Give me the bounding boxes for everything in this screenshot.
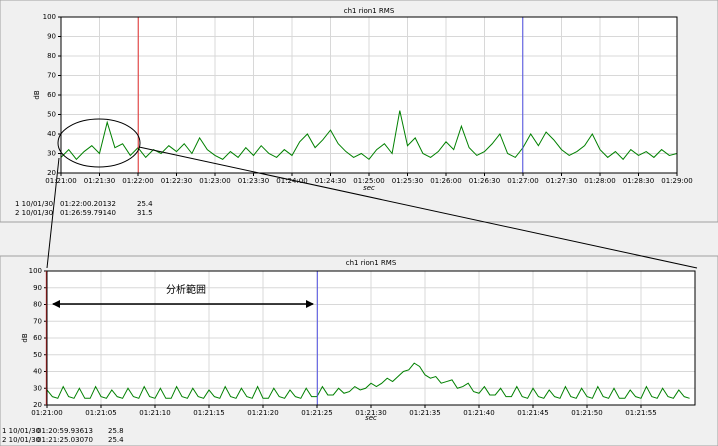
x-tick-label: 01:26:00 — [430, 177, 461, 185]
x-tick-label: 01:25:00 — [353, 177, 384, 185]
x-tick-label: 01:21:45 — [517, 409, 548, 417]
y-tick-label: 20 — [47, 169, 56, 177]
cursor-time: 01:22:00.20132 — [60, 200, 116, 208]
x-tick-label: 01:28:30 — [623, 177, 654, 185]
y-tick-label: 50 — [33, 351, 42, 359]
y-tick-label: 20 — [33, 401, 42, 409]
cursor-time: 01:26:59.79140 — [60, 209, 116, 217]
y-tick-label: 70 — [33, 317, 42, 325]
x-tick-label: 01:21:25 — [301, 409, 332, 417]
y-tick-label: 100 — [29, 267, 42, 275]
x-tick-label: 01:27:00 — [507, 177, 538, 185]
x-tick-label: 01:22:30 — [161, 177, 192, 185]
y-tick-label: 50 — [47, 111, 56, 119]
x-tick-label: 01:21:30 — [84, 177, 115, 185]
x-tick-label: 01:21:00 — [45, 177, 76, 185]
y-tick-label: 40 — [47, 130, 56, 138]
x-axis-label: sec — [365, 414, 377, 422]
cursor-time: 01:21:25.03070 — [37, 436, 93, 444]
x-tick-label: 01:21:30 — [355, 409, 386, 417]
x-tick-label: 01:21:20 — [247, 409, 278, 417]
plot-border — [60, 16, 678, 174]
range-label: 分析範囲 — [166, 283, 206, 296]
y-axis-label: dB — [21, 333, 29, 342]
x-tick-label: 01:22:00 — [122, 177, 153, 185]
chart-title: ch1 rion1 RMS — [344, 7, 395, 15]
x-tick-label: 01:27:30 — [546, 177, 577, 185]
chart-title: ch1 rion1 RMS — [346, 259, 397, 267]
x-tick-label: 01:21:50 — [571, 409, 602, 417]
x-tick-label: 01:21:10 — [139, 409, 170, 417]
y-tick-label: 40 — [33, 368, 42, 376]
y-tick-label: 30 — [47, 150, 56, 158]
x-tick-label: 01:28:00 — [584, 177, 615, 185]
cursor-label: 2 10/01/30 — [2, 436, 40, 444]
x-tick-label: 01:21:40 — [463, 409, 494, 417]
x-tick-label: 01:24:00 — [276, 177, 307, 185]
x-tick-label: 01:21:15 — [193, 409, 224, 417]
charts: ch1 rion1 RMS dB sec 20 30 40 50 60 70 80 90 100 01:… — [2, 7, 696, 444]
cursor-label: 1 10/01/30 — [2, 427, 40, 435]
cursor-value: 25.8 — [108, 427, 124, 435]
x-tick-label: 01:26:30 — [469, 177, 500, 185]
plot-border — [46, 270, 696, 406]
x-tick-label: 01:23:30 — [238, 177, 269, 185]
y-tick-label: 60 — [47, 91, 56, 99]
y-tick-label: 80 — [47, 52, 56, 60]
cursor-value: 25.4 — [108, 436, 124, 444]
x-tick-label: 01:21:55 — [625, 409, 656, 417]
cursor-time: 01:20:59.93613 — [37, 427, 93, 435]
y-tick-label: 70 — [47, 72, 56, 80]
x-tick-label: 01:21:35 — [409, 409, 440, 417]
series-line — [60, 110, 678, 161]
x-axis-label: sec — [363, 184, 375, 192]
x-tick-label: 01:25:30 — [392, 177, 423, 185]
y-axis-label: dB — [33, 90, 41, 99]
x-tick-label: 01:23:00 — [199, 177, 230, 185]
y-tick-label: 100 — [43, 13, 56, 21]
zoom-ellipse — [57, 118, 141, 168]
series-line — [46, 362, 690, 399]
y-tick-label: 60 — [33, 334, 42, 342]
y-tick-label: 90 — [47, 33, 56, 41]
x-tick-label: 01:21:05 — [85, 409, 116, 417]
cursor-label: 2 10/01/30 — [15, 209, 53, 217]
cursor-value: 25.4 — [137, 200, 153, 208]
x-tick-label: 01:21:00 — [31, 409, 62, 417]
zoom-connector — [138, 146, 698, 269]
y-tick-label: 80 — [33, 301, 42, 309]
y-tick-label: 90 — [33, 284, 42, 292]
cursor-label: 1 10/01/30 — [15, 200, 53, 208]
x-tick-label: 01:24:30 — [315, 177, 346, 185]
y-tick-label: 30 — [33, 384, 42, 392]
cursor-value: 31.5 — [137, 209, 153, 217]
range-arrow — [52, 300, 314, 308]
x-tick-label: 01:29:00 — [661, 177, 692, 185]
zoom-connector — [46, 157, 60, 269]
